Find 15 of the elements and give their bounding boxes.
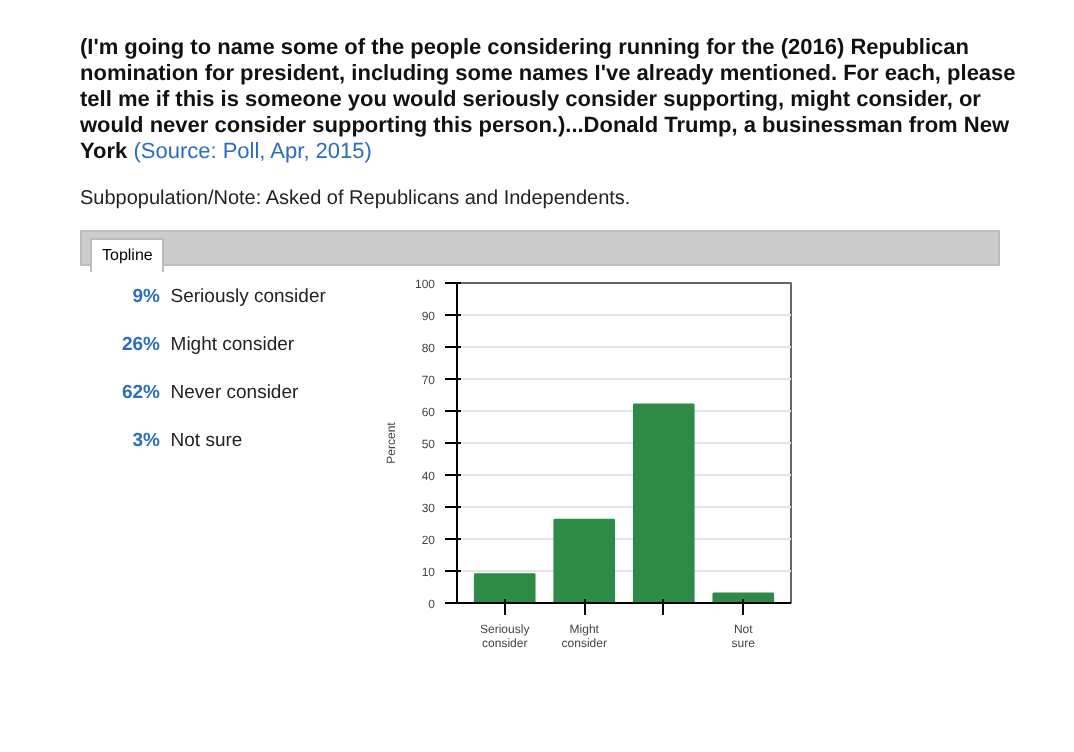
text: Seriously consider — [170, 285, 326, 308]
text: Never consider — [170, 381, 299, 404]
bar — [553, 517, 616, 603]
chart-subtitle: Subpopulation/Note: Asked of Republicans and Independents. — [80, 186, 631, 215]
text: 3% — [130, 427, 160, 455]
text: Not sure — [170, 429, 243, 452]
text: 9% — [130, 283, 160, 311]
text: Might consider — [170, 333, 295, 356]
bar — [473, 572, 536, 603]
bar — [712, 591, 775, 603]
text: 62% — [119, 379, 160, 407]
text: (Source: Poll, Apr, 2015) — [133, 140, 372, 164]
text: Topline — [90, 238, 165, 272]
bar — [632, 402, 695, 603]
text: 26% — [119, 331, 160, 359]
